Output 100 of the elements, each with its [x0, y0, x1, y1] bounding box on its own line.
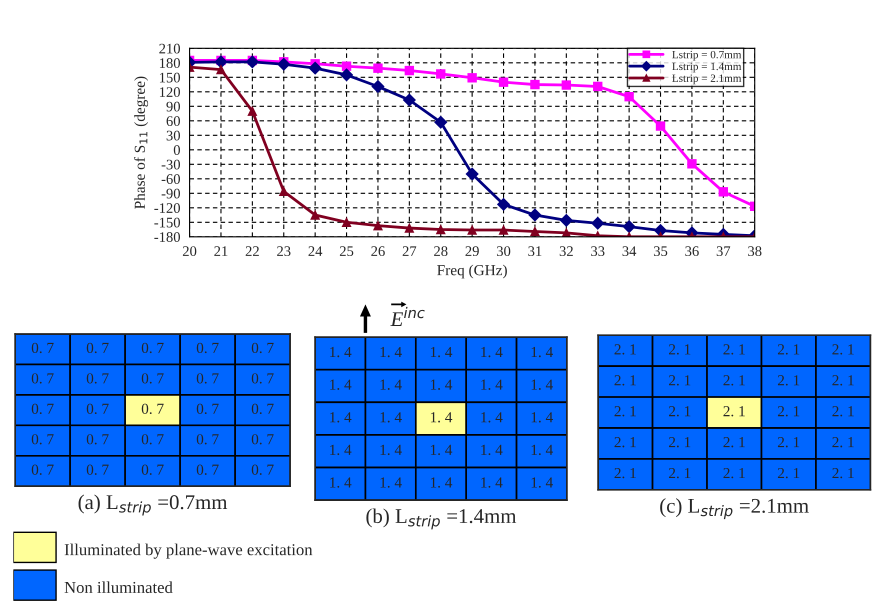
text: 0. 7: [86, 342, 109, 354]
point: [687, 159, 697, 168]
text: 0. 7: [142, 342, 164, 354]
category-label: Non illuminated: [64, 581, 173, 594]
point: [342, 218, 352, 227]
text: 2. 1: [614, 344, 636, 355]
x-tick-label: 26: [371, 246, 385, 256]
x-tick-label: 25: [340, 246, 354, 256]
point: [404, 223, 414, 233]
y-tick-label: -60: [162, 174, 180, 184]
text: 2. 1: [668, 375, 690, 386]
y-tick-label: -120: [154, 203, 180, 213]
text: 1. 4: [380, 477, 402, 488]
text: 2. 1: [723, 375, 745, 386]
text: 1. 4: [532, 346, 553, 358]
text: 2. 1: [832, 406, 854, 416]
text: E$^{inc}$: [390, 306, 425, 326]
text: 0. 7: [142, 373, 164, 384]
text: 0. 7: [196, 373, 219, 384]
text: 1. 4: [380, 380, 402, 390]
text: 2. 1: [832, 468, 854, 478]
y-axis-title: Phase of S$_{11}$ (degree): [134, 76, 148, 209]
text: 0. 7: [86, 464, 109, 475]
point: [436, 224, 446, 234]
point: [498, 225, 508, 235]
text: 0. 7: [32, 464, 54, 475]
point: [404, 66, 414, 76]
text: 2. 1: [668, 344, 690, 355]
text: 0. 7: [252, 342, 274, 354]
point: [310, 210, 320, 220]
point: [562, 80, 572, 90]
y-tick-label: 180: [160, 58, 180, 68]
text: 0. 7: [142, 464, 164, 475]
text: 0. 7: [196, 342, 219, 354]
point: [467, 73, 477, 82]
point: [277, 58, 290, 71]
text: 0. 7: [196, 404, 219, 414]
point: [624, 92, 634, 102]
category-label: Illuminated by plane-wave excitation: [64, 544, 312, 559]
x-tick-label: 24: [308, 246, 322, 256]
x-tick-label: 37: [716, 246, 730, 256]
text: 1. 4: [330, 477, 352, 488]
point: [593, 82, 602, 92]
text: 2. 1: [778, 468, 800, 478]
text: 1. 4: [481, 477, 503, 488]
text: 1. 4: [430, 380, 452, 390]
y-tick-label: 0: [174, 145, 180, 155]
text: 1. 4: [380, 346, 402, 358]
text: 1. 4: [380, 444, 402, 456]
text: 0. 7: [32, 342, 54, 354]
legend-label: Lstrip = 1.4mm: [672, 62, 742, 72]
text: 2. 1: [614, 375, 636, 386]
text: 1. 4: [430, 477, 452, 488]
text: 0. 7: [252, 464, 274, 475]
text: 2. 1: [832, 375, 854, 386]
text: 1. 4: [430, 444, 452, 456]
text: 2. 1: [614, 406, 636, 416]
text: 2. 1: [668, 468, 690, 478]
point: [308, 62, 322, 75]
text: 0. 7: [252, 434, 274, 444]
point: [216, 64, 226, 74]
text: 1. 4: [532, 444, 553, 456]
x-tick-label: 36: [685, 246, 699, 256]
text: 1. 4: [330, 346, 352, 358]
text: (a) L$_{strip}$ =0.7mm: [78, 494, 228, 516]
point: [530, 226, 540, 236]
x-tick-label: 28: [434, 246, 448, 256]
text: 1. 4: [330, 380, 352, 390]
point: [656, 121, 666, 131]
y-tick-label: 60: [166, 116, 180, 126]
text: 1. 4: [532, 412, 553, 422]
text: 0. 7: [32, 373, 54, 384]
point: [528, 208, 542, 222]
text: 0. 7: [32, 434, 54, 444]
point: [373, 220, 383, 230]
text: 1. 4: [430, 346, 452, 358]
x-tick-label: 23: [277, 246, 290, 256]
point: [246, 55, 259, 68]
point: [340, 68, 353, 82]
point: [434, 116, 448, 129]
y-tick-label: 210: [159, 44, 180, 54]
point: [342, 62, 352, 71]
text: 0. 7: [196, 434, 219, 444]
text: 1. 4: [330, 412, 352, 422]
text: 1. 4: [481, 444, 503, 456]
point: [436, 69, 446, 79]
text: 0. 7: [86, 404, 109, 414]
x-tick-label: 20: [182, 246, 196, 256]
text: 2. 1: [668, 437, 690, 448]
legend-label: Lstrip = 2.1mm: [672, 74, 742, 84]
point: [248, 106, 258, 116]
x-tick-label: 34: [622, 246, 636, 256]
text: 1. 4: [380, 412, 402, 422]
text: 1. 4: [532, 477, 553, 488]
text: 1. 4: [481, 412, 503, 422]
x-tick-label: 29: [465, 246, 479, 256]
x-tick-label: 22: [246, 246, 259, 256]
text: 1. 4: [430, 412, 452, 422]
text: 2. 1: [832, 437, 854, 448]
text: 1. 4: [481, 380, 503, 390]
